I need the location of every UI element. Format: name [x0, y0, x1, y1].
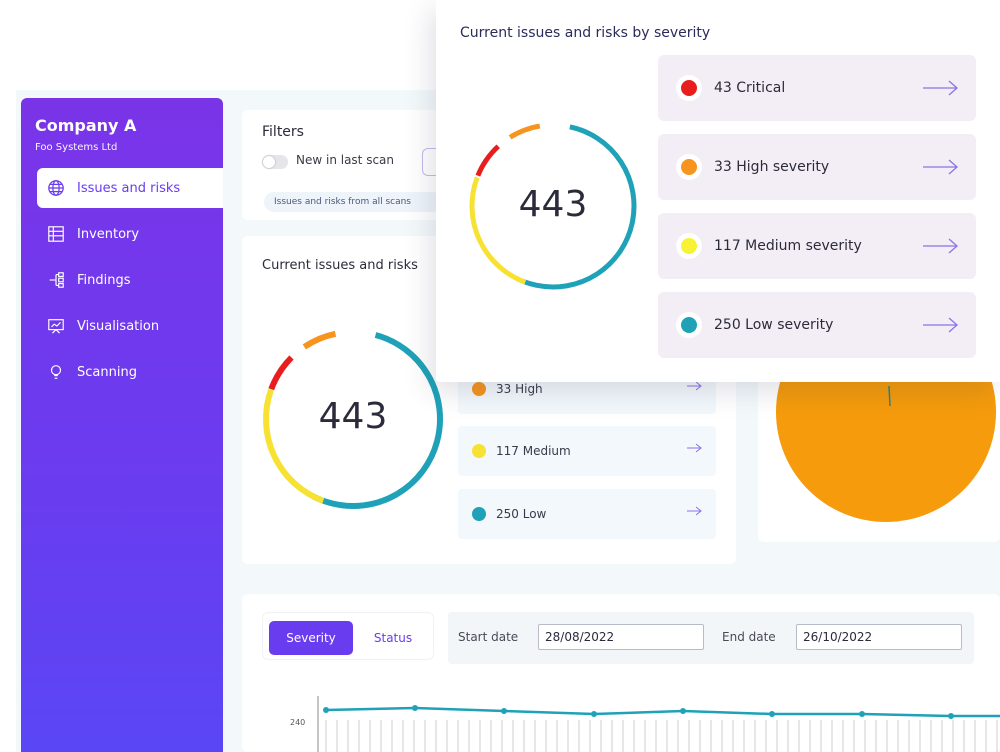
- issues-total: 443: [318, 396, 388, 437]
- sidebar-item-scanning[interactable]: Scanning: [37, 352, 223, 392]
- sidebar-item-visualisation[interactable]: Visualisation: [37, 306, 223, 346]
- filters-title: Filters: [262, 124, 304, 140]
- trend-point: [859, 711, 865, 717]
- sidebar-item-label: Scanning: [77, 364, 137, 380]
- date-range: Start date 28/08/2022 End date 26/10/202…: [448, 612, 974, 664]
- sidebar-item-findings[interactable]: Findings: [37, 260, 223, 300]
- end-date-label: End date: [722, 630, 776, 644]
- tree-icon: [47, 271, 65, 289]
- trend-point: [680, 708, 686, 714]
- issues-donut-chart: [263, 329, 443, 510]
- legend-label: 250 Low: [496, 507, 547, 521]
- arrow-right-icon: [687, 506, 702, 516]
- filter-dropdown[interactable]: [422, 148, 442, 176]
- start-date-label: Start date: [458, 630, 519, 644]
- sidebar-item-label: Findings: [77, 272, 131, 288]
- arrow-right-icon: [923, 317, 958, 333]
- tab-severity[interactable]: Severity: [269, 621, 353, 655]
- severity-critical-card[interactable]: 43 Critical: [658, 55, 976, 121]
- sidebar-item-inventory[interactable]: Inventory: [37, 214, 223, 254]
- trend-point: [948, 713, 954, 719]
- sidebar-item-issues-and-risks[interactable]: Issues and risks: [37, 168, 223, 208]
- trend-point: [591, 711, 597, 717]
- severity-label: 33 High severity: [714, 159, 830, 175]
- view-toggle: Severity Status: [262, 612, 434, 660]
- low-dot-icon: [676, 312, 702, 338]
- legend-label: 33 High: [496, 382, 543, 396]
- severity-high-card[interactable]: 33 High severity: [658, 134, 976, 200]
- medium-dot-icon: [472, 444, 486, 458]
- issues-card-title: Current issues and risks: [262, 258, 418, 273]
- sidebar-item-label: Inventory: [77, 226, 140, 242]
- arrow-right-icon: [687, 381, 702, 391]
- trend-card: Severity Status Start date 28/08/2022 En…: [242, 594, 1000, 752]
- grid-icon: [47, 225, 65, 243]
- presentation-icon: [47, 317, 65, 335]
- arrow-right-icon: [687, 443, 702, 453]
- sidebar: Company A Foo Systems Ltd Issues and ris…: [21, 98, 223, 752]
- pie-slice-thin: [888, 385, 891, 407]
- arrow-right-icon: [923, 80, 958, 96]
- trend-line-chart: 240: [290, 696, 1000, 752]
- medium-dot-icon: [676, 233, 702, 259]
- trend-point: [501, 708, 507, 714]
- trend-line: [325, 706, 1000, 718]
- legend-low[interactable]: 250 Low: [458, 489, 716, 539]
- popup-title: Current issues and risks by severity: [460, 25, 711, 41]
- bulb-icon: [47, 363, 65, 381]
- new-in-last-scan-toggle[interactable]: [262, 155, 288, 169]
- severity-label: 117 Medium severity: [714, 238, 862, 254]
- arrow-right-icon: [923, 159, 958, 175]
- high-dot-icon: [472, 382, 486, 396]
- low-dot-icon: [472, 507, 486, 521]
- legend-medium[interactable]: 117 Medium: [458, 426, 716, 476]
- tab-status[interactable]: Status: [373, 631, 413, 645]
- arrow-right-icon: [923, 238, 958, 254]
- y-tick-label: 240: [290, 718, 305, 727]
- severity-medium-card[interactable]: 117 Medium severity: [658, 213, 976, 279]
- critical-dot-icon: [676, 75, 702, 101]
- legend-label: 117 Medium: [496, 444, 571, 458]
- trend-point: [769, 711, 775, 717]
- severity-low-card[interactable]: 250 Low severity: [658, 292, 976, 358]
- sidebar-item-label: Visualisation: [77, 318, 160, 334]
- scan-filter-chip[interactable]: Issues and risks from all scans: [264, 192, 442, 212]
- company-name: Company A: [35, 116, 137, 135]
- globe-icon: [47, 179, 65, 197]
- sidebar-item-label: Issues and risks: [77, 180, 181, 196]
- company-subtitle: Foo Systems Ltd: [35, 142, 118, 153]
- severity-label: 250 Low severity: [714, 317, 834, 333]
- end-date-input[interactable]: 26/10/2022: [796, 624, 962, 650]
- start-date-input[interactable]: 28/08/2022: [538, 624, 704, 650]
- filters-panel: Filters New in last scan Issues and risk…: [242, 110, 442, 220]
- severity-popup: Current issues and risks by severity 443…: [436, 0, 1000, 382]
- high-dot-icon: [676, 154, 702, 180]
- severity-label: 43 Critical: [714, 80, 786, 96]
- popup-donut-chart: [469, 122, 637, 290]
- toggle-label: New in last scan: [296, 153, 395, 167]
- trend-point: [412, 705, 418, 711]
- trend-point: [323, 707, 329, 713]
- popup-total: 443: [518, 184, 588, 225]
